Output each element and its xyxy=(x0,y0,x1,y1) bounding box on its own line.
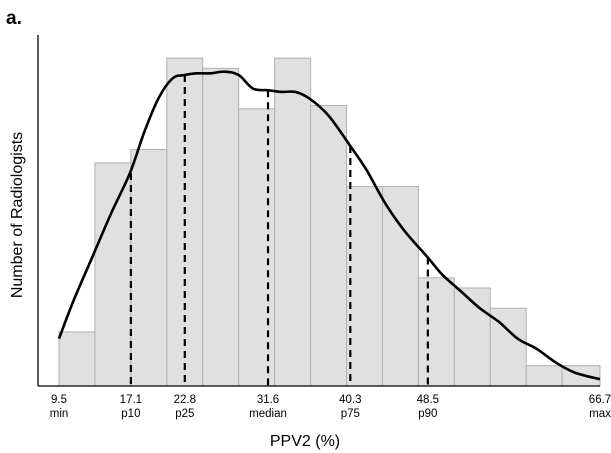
percentile-reference-lines xyxy=(129,75,429,386)
axes xyxy=(37,35,600,387)
histogram-bar xyxy=(525,365,563,387)
x-tick-value: 40.3 xyxy=(339,394,361,406)
histogram-bar xyxy=(130,148,168,387)
histogram-bars xyxy=(58,57,601,387)
histogram-bar xyxy=(346,186,383,387)
x-tick-value: 31.6 xyxy=(257,394,279,406)
histogram-bar xyxy=(94,162,132,387)
x-tick-value: 48.5 xyxy=(417,394,439,406)
x-axis-title: PPV2 (%) xyxy=(270,433,340,450)
histogram-bar xyxy=(417,277,455,387)
x-tick-percentile-label: p25 xyxy=(175,408,194,420)
y-axis-title: Number of Radiologists xyxy=(9,132,26,298)
x-tick-percentile-label: p75 xyxy=(341,408,360,420)
x-tick-value: 9.5 xyxy=(51,394,67,406)
x-tick-value: 22.8 xyxy=(174,394,196,406)
x-tick-percentile-label: max xyxy=(589,408,611,420)
x-tick-percentile-label: p90 xyxy=(418,408,437,420)
x-ticks: 9.5 min 17.1 p10 22.8 p25 31.6 median 40.3 p75 48.… xyxy=(50,394,611,420)
histogram-bar xyxy=(274,57,312,387)
x-tick-percentile-label: min xyxy=(50,408,69,420)
histogram-bar xyxy=(58,331,96,387)
panel-label: a. xyxy=(6,8,22,29)
x-tick-percentile-label: p10 xyxy=(121,408,140,420)
histogram-bar xyxy=(202,67,240,387)
histogram-bar xyxy=(238,108,276,387)
x-tick-percentile-label: median xyxy=(249,408,287,420)
histogram-bar xyxy=(381,186,419,387)
x-tick-value: 66.7 xyxy=(589,394,611,406)
histogram-bar xyxy=(453,287,491,387)
x-tick-value: 17.1 xyxy=(120,394,142,406)
density-curve xyxy=(57,70,601,381)
histogram-bar xyxy=(310,104,348,387)
